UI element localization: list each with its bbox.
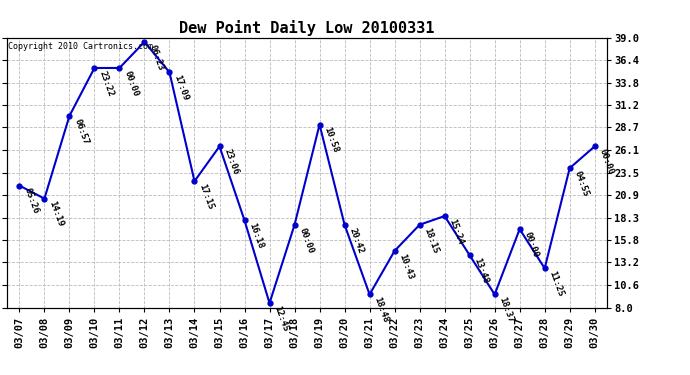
Text: 00:00: 00:00 — [598, 148, 615, 176]
Text: 11:25: 11:25 — [547, 270, 565, 298]
Text: 12:45: 12:45 — [273, 304, 290, 333]
Text: 15:24: 15:24 — [447, 217, 465, 246]
Text: 00:00: 00:00 — [297, 226, 315, 255]
Title: Dew Point Daily Low 20100331: Dew Point Daily Low 20100331 — [179, 20, 435, 36]
Text: Copyright 2010 Cartronics.com: Copyright 2010 Cartronics.com — [8, 42, 152, 51]
Text: 06:57: 06:57 — [72, 117, 90, 146]
Text: 18:37: 18:37 — [497, 296, 515, 324]
Text: 04:55: 04:55 — [573, 170, 590, 198]
Text: 16:18: 16:18 — [247, 222, 265, 250]
Text: 13:48: 13:48 — [473, 256, 490, 285]
Text: 23:22: 23:22 — [97, 69, 115, 98]
Text: 17:09: 17:09 — [172, 74, 190, 102]
Text: 00:00: 00:00 — [522, 231, 540, 259]
Text: 20:42: 20:42 — [347, 226, 365, 255]
Text: 17:15: 17:15 — [197, 183, 215, 211]
Text: 23:06: 23:06 — [222, 148, 240, 176]
Text: 18:48: 18:48 — [373, 296, 390, 324]
Text: 06:23: 06:23 — [147, 43, 165, 72]
Text: 18:15: 18:15 — [422, 226, 440, 255]
Text: 10:58: 10:58 — [322, 126, 340, 154]
Text: 00:00: 00:00 — [122, 69, 140, 98]
Text: 10:43: 10:43 — [397, 252, 415, 280]
Text: 14:19: 14:19 — [47, 200, 65, 228]
Text: 05:26: 05:26 — [22, 187, 40, 215]
